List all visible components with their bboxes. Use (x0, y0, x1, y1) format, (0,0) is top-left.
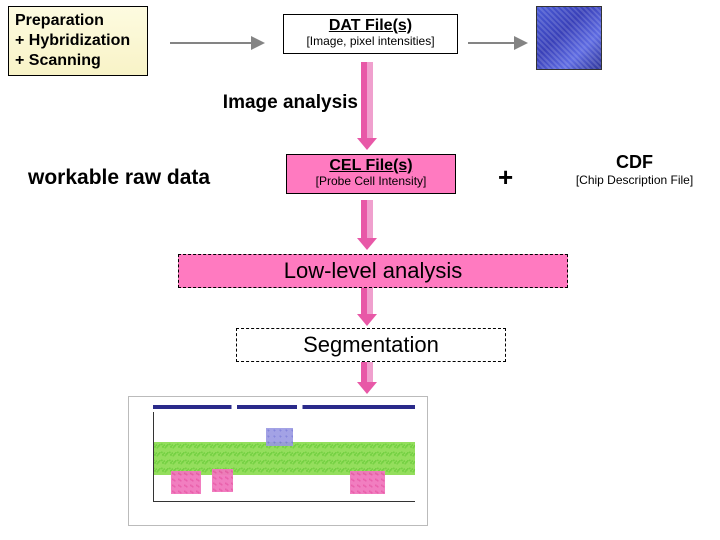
cdf-title: CDF (552, 152, 717, 173)
arrow-dat-to-cel (361, 62, 373, 150)
chart-pink-cluster-3 (350, 471, 386, 494)
chart-green-band (153, 442, 415, 475)
chart-pink-cluster-1 (171, 471, 201, 494)
chart-topbar (153, 405, 415, 409)
chart-purple-cluster (266, 428, 293, 446)
arrow-cel-to-lowlevel (361, 200, 373, 250)
workable-raw-data-label: workable raw data (28, 166, 248, 190)
cel-title: CEL File(s) (289, 157, 453, 175)
prep-line3: + Scanning (15, 51, 141, 71)
cdf-box: CDF [Chip Description File] (552, 152, 717, 187)
plus-sign: + (498, 162, 513, 193)
arrow-lowlevel-to-seg (361, 288, 373, 326)
segmentation-chart (128, 396, 428, 526)
preparation-box: Preparation + Hybridization + Scanning (8, 6, 148, 76)
chart-y-axis (153, 412, 154, 502)
chart-pink-cluster-2 (212, 469, 233, 492)
cel-sub: [Probe Cell Intensity] (289, 175, 453, 189)
dat-file-box: DAT File(s) [Image, pixel intensities] (283, 14, 458, 54)
prep-line2: + Hybridization (15, 31, 141, 51)
image-analysis-label: Image analysis (188, 92, 358, 114)
cel-file-box: CEL File(s) [Probe Cell Intensity] (286, 154, 456, 194)
low-level-analysis-box: Low-level analysis (178, 254, 568, 288)
microarray-image (536, 6, 602, 70)
chart-x-axis (153, 501, 415, 502)
dat-sub: [Image, pixel intensities] (286, 35, 455, 49)
arrow-dat-to-image (468, 36, 528, 50)
cdf-sub: [Chip Description File] (552, 173, 717, 187)
arrow-seg-to-chart (361, 362, 373, 394)
segmentation-box: Segmentation (236, 328, 506, 362)
arrow-prep-to-dat (170, 36, 265, 50)
dat-title: DAT File(s) (286, 17, 455, 35)
prep-line1: Preparation (15, 11, 141, 31)
